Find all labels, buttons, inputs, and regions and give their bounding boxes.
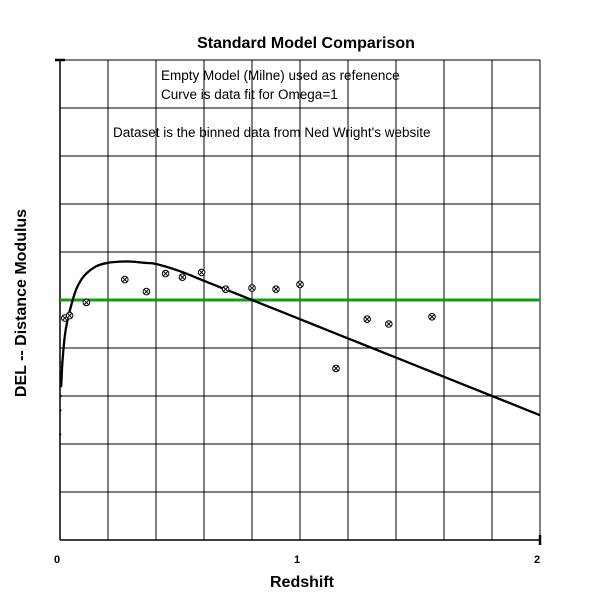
curve-dot <box>59 409 62 412</box>
curve-dot <box>60 370 63 374</box>
fit-curve <box>60 260 541 417</box>
data-point <box>248 284 256 292</box>
data-point <box>332 364 340 373</box>
data-point <box>161 269 170 278</box>
x-tick-label: 2 <box>534 554 540 566</box>
curve-dot <box>60 361 64 364</box>
data-point <box>142 287 151 296</box>
data-point <box>296 280 304 289</box>
x-axis-label: Redshift <box>270 574 335 591</box>
data-point <box>272 285 280 294</box>
annotation-3: Dataset is the binned data from Ned Wrig… <box>113 125 431 140</box>
data-point <box>178 273 187 282</box>
annotation-2: Curve is data fit for Omega=1 <box>161 87 338 102</box>
data-point <box>385 320 393 328</box>
y-axis-label: DEL -- Distance Modulus <box>13 209 30 397</box>
low-redshift-dots <box>59 361 64 436</box>
curve-dot <box>59 394 62 398</box>
curve-dot <box>59 385 63 388</box>
data-point <box>363 315 372 324</box>
curve-dot <box>60 366 63 369</box>
data-point <box>428 313 436 321</box>
data-point <box>65 311 74 320</box>
curve-dot <box>60 378 63 381</box>
x-tick-label: 0 <box>54 554 60 566</box>
curve-dot <box>59 433 62 436</box>
data-points <box>61 268 436 373</box>
annotation-1: Empty Model (Milne) used as refenence <box>161 68 400 83</box>
data-point <box>197 268 206 277</box>
x-tick-labels: 0 1 2 <box>54 554 540 566</box>
data-point <box>221 285 230 294</box>
chart-title: Standard Model Comparison <box>197 35 415 52</box>
x-tick-label: 1 <box>294 554 300 566</box>
data-point <box>121 275 129 284</box>
data-point <box>82 298 91 307</box>
